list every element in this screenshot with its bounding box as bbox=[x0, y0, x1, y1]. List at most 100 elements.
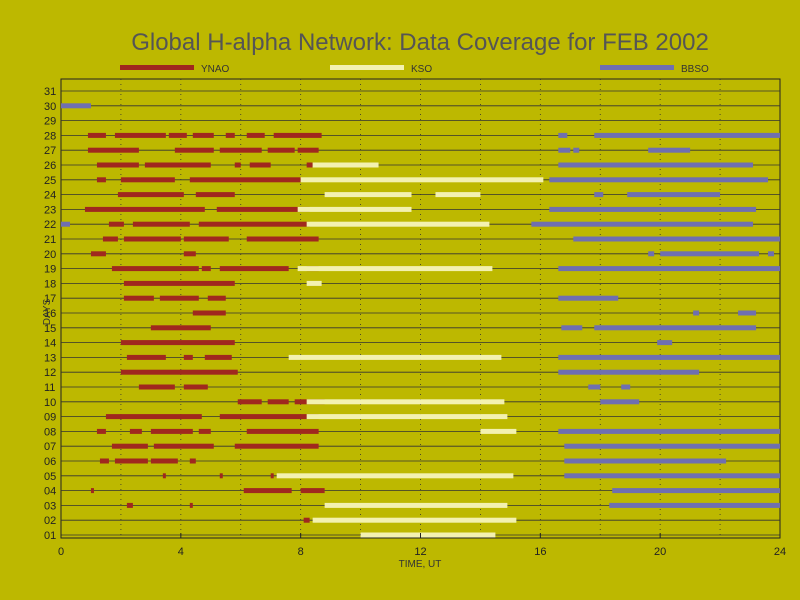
bar-bbso bbox=[564, 458, 727, 464]
bar-ynao bbox=[129, 428, 142, 434]
x-tick-label: 20 bbox=[654, 546, 666, 558]
bar-ynao bbox=[96, 177, 106, 183]
bar-ynao bbox=[237, 399, 262, 405]
legend: YNAO KSO BBSO bbox=[120, 64, 709, 75]
x-tick-label: 12 bbox=[414, 546, 426, 558]
bar-ynao bbox=[195, 192, 235, 198]
bar-ynao bbox=[120, 369, 238, 375]
legend-swatch-ynao bbox=[120, 65, 194, 70]
chart-title: Global H-alpha Network: Data Coverage fo… bbox=[131, 29, 709, 56]
bar-bbso bbox=[558, 132, 568, 138]
bar-ynao bbox=[117, 192, 184, 198]
bar-ynao bbox=[219, 414, 319, 420]
bar-ynao bbox=[207, 295, 226, 301]
y-tick-label: 23 bbox=[44, 204, 56, 216]
bar-bbso bbox=[558, 354, 780, 360]
bar-bbso bbox=[549, 206, 757, 212]
x-axis-label: TIME, UT bbox=[399, 559, 442, 570]
bar-bbso bbox=[768, 251, 775, 257]
bar-ynao bbox=[150, 458, 178, 464]
bar-ynao bbox=[96, 162, 139, 168]
bar-kso bbox=[306, 414, 508, 420]
bar-ynao bbox=[189, 502, 193, 508]
bar-bbso bbox=[594, 325, 757, 331]
bar-bbso bbox=[558, 295, 619, 301]
y-tick-label: 01 bbox=[44, 530, 56, 542]
y-tick-label: 30 bbox=[44, 101, 56, 113]
bar-ynao bbox=[105, 414, 202, 420]
bar-ynao bbox=[303, 517, 310, 523]
bar-bbso bbox=[573, 236, 780, 242]
bar-kso bbox=[480, 428, 517, 434]
bar-ynao bbox=[84, 206, 205, 212]
bar-ynao bbox=[123, 280, 235, 286]
y-tick-label: 31 bbox=[44, 86, 56, 98]
bar-ynao bbox=[153, 443, 214, 449]
bar-ynao bbox=[111, 266, 199, 272]
bar-ynao bbox=[111, 443, 148, 449]
coverage-bars bbox=[61, 103, 780, 538]
bar-ynao bbox=[102, 236, 118, 242]
bar-ynao bbox=[183, 251, 196, 257]
y-tick-label: 27 bbox=[44, 145, 56, 157]
bar-ynao bbox=[234, 443, 319, 449]
bar-bbso bbox=[558, 369, 700, 375]
bar-ynao bbox=[219, 266, 289, 272]
bar-ynao bbox=[114, 132, 166, 138]
bar-bbso bbox=[564, 443, 780, 449]
bar-ynao bbox=[90, 488, 94, 494]
bar-ynao bbox=[90, 251, 106, 257]
bar-ynao bbox=[189, 177, 301, 183]
bar-bbso bbox=[558, 147, 571, 153]
bar-bbso bbox=[558, 266, 780, 272]
bar-bbso bbox=[61, 103, 91, 109]
y-tick-label: 08 bbox=[44, 426, 56, 438]
bar-ynao bbox=[123, 236, 181, 242]
bar-bbso bbox=[564, 473, 780, 479]
y-tick-label: 21 bbox=[44, 234, 56, 246]
y-tick-label: 04 bbox=[44, 486, 56, 498]
y-tick-label: 25 bbox=[44, 175, 56, 187]
bar-ynao bbox=[168, 132, 187, 138]
y-tick-label: 17 bbox=[44, 293, 56, 305]
x-tick-label: 16 bbox=[534, 546, 546, 558]
bar-bbso bbox=[588, 384, 601, 390]
bar-bbso bbox=[627, 192, 721, 198]
bar-bbso bbox=[558, 428, 780, 434]
bar-bbso bbox=[738, 310, 757, 316]
y-tick-label: 06 bbox=[44, 456, 56, 468]
legend-swatch-bbso bbox=[600, 65, 674, 70]
y-tick-label: 13 bbox=[44, 352, 56, 364]
bar-ynao bbox=[192, 132, 214, 138]
y-tick-label: 20 bbox=[44, 249, 56, 261]
legend-label-kso: KSO bbox=[411, 64, 432, 75]
y-tick-label: 09 bbox=[44, 412, 56, 424]
bar-ynao bbox=[201, 266, 211, 272]
bar-bbso bbox=[657, 340, 673, 346]
bar-ynao bbox=[246, 236, 319, 242]
bar-kso bbox=[297, 206, 412, 212]
bar-ynao bbox=[99, 458, 109, 464]
bar-ynao bbox=[144, 162, 211, 168]
bar-bbso bbox=[558, 162, 754, 168]
bar-kso bbox=[297, 266, 493, 272]
bar-bbso bbox=[561, 325, 583, 331]
y-tick-label: 02 bbox=[44, 515, 56, 527]
bar-ynao bbox=[123, 295, 154, 301]
bar-ynao bbox=[216, 206, 310, 212]
bar-ynao bbox=[198, 221, 310, 227]
bar-ynao bbox=[87, 132, 106, 138]
bar-ynao bbox=[246, 132, 265, 138]
bar-bbso bbox=[594, 132, 780, 138]
y-tick-label: 24 bbox=[44, 190, 56, 202]
x-tick-label: 4 bbox=[178, 546, 184, 558]
bar-ynao bbox=[162, 473, 166, 479]
bar-ynao bbox=[108, 221, 124, 227]
bar-bbso bbox=[693, 310, 700, 316]
bar-bbso bbox=[600, 399, 640, 405]
y-axis-label: DAYS bbox=[42, 298, 53, 325]
bar-kso bbox=[312, 162, 379, 168]
bar-ynao bbox=[306, 162, 313, 168]
y-tick-label: 14 bbox=[44, 338, 56, 350]
